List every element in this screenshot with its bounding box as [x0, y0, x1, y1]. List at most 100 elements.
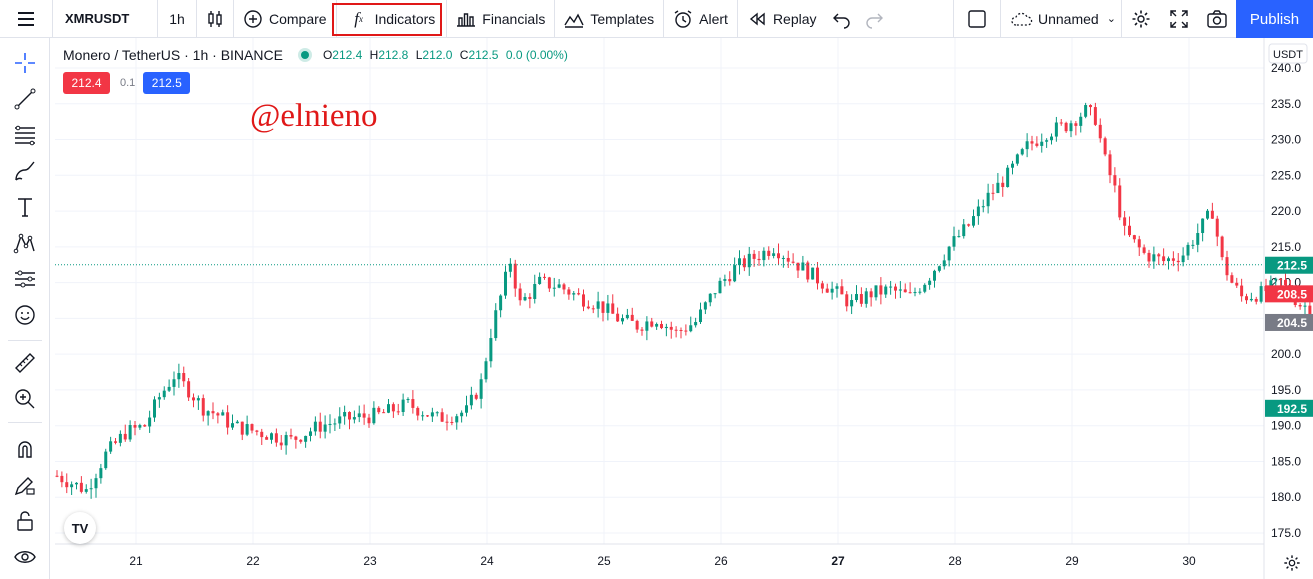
- candle-body: [235, 421, 239, 424]
- price-axis-badge: [1265, 256, 1313, 274]
- candle-body: [1308, 305, 1312, 316]
- candle-body: [479, 379, 483, 399]
- time-tick-label: 27: [831, 554, 845, 568]
- candle-body: [187, 381, 191, 398]
- candle-body: [582, 294, 585, 307]
- redo-button[interactable]: [858, 0, 890, 38]
- chart-pane[interactable]: 240.0235.0230.0225.0220.0215.0210.0205.0…: [55, 38, 1313, 579]
- price-tick-label: 200.0: [1271, 347, 1301, 361]
- ohlc-change: 0.0 (0.00%): [505, 48, 568, 62]
- candle-body: [733, 265, 737, 282]
- candle-body: [660, 323, 663, 329]
- measure-tool[interactable]: [10, 348, 40, 378]
- chart-type-button[interactable]: [197, 0, 233, 38]
- time-tick-label: 25: [597, 554, 611, 568]
- candle-body: [109, 441, 113, 452]
- candle-body: [606, 303, 610, 313]
- candle-body: [94, 478, 98, 489]
- hide-drawings-tool[interactable]: [10, 542, 40, 572]
- candle-body: [274, 433, 278, 443]
- candle-body: [1284, 279, 1287, 286]
- magnet-icon: [18, 441, 32, 458]
- candle-body: [1191, 244, 1195, 246]
- candle-body: [1015, 154, 1019, 164]
- candle-body: [65, 482, 69, 488]
- pattern-tool[interactable]: [10, 228, 40, 258]
- candle-body: [352, 417, 356, 420]
- candle-body: [1132, 235, 1136, 240]
- candle-body: [421, 415, 425, 417]
- interval-button[interactable]: 1h: [169, 10, 185, 27]
- candle-body: [1206, 210, 1209, 219]
- snapshot-button[interactable]: [1198, 0, 1236, 38]
- candle-body: [616, 313, 620, 322]
- settings-button[interactable]: [1122, 0, 1160, 38]
- text-tool[interactable]: [10, 192, 40, 222]
- financials-button[interactable]: Financials: [447, 0, 554, 38]
- templates-label: Templates: [590, 10, 655, 27]
- candle-body: [801, 262, 805, 271]
- candle-body: [1225, 257, 1229, 276]
- buy-button[interactable]: 212.5: [143, 72, 191, 94]
- templates-icon: [564, 9, 584, 29]
- templates-button[interactable]: Templates: [555, 0, 663, 38]
- sell-button[interactable]: 212.4: [63, 72, 110, 94]
- time-tick-label: 29: [1065, 554, 1079, 568]
- crosshair-tool[interactable]: [10, 48, 40, 78]
- undo-button[interactable]: [826, 0, 858, 38]
- price-chart[interactable]: 240.0235.0230.0225.0220.0215.0210.0205.0…: [55, 38, 1313, 579]
- ohlc-close-label: C: [459, 48, 469, 62]
- layout-button[interactable]: [954, 0, 1000, 38]
- candle-body: [1050, 136, 1053, 141]
- ohlc-high-label: H: [369, 48, 379, 62]
- lock-all-tool[interactable]: [10, 506, 40, 536]
- candle-body: [884, 286, 888, 295]
- candle-body: [903, 289, 907, 293]
- lock-drawing-tool[interactable]: [10, 470, 40, 500]
- candle-body: [547, 277, 551, 289]
- candle-body: [630, 314, 634, 321]
- candle-body: [757, 258, 761, 261]
- fullscreen-button[interactable]: [1160, 0, 1198, 38]
- brush-tool[interactable]: [10, 156, 40, 186]
- tradingview-logo[interactable]: TV: [64, 512, 96, 544]
- trendline-tool[interactable]: [10, 84, 40, 114]
- magnet-tool[interactable]: [10, 434, 40, 464]
- candle-body: [781, 257, 785, 259]
- candle-body: [679, 329, 683, 331]
- price-axis-badge: [1265, 313, 1313, 331]
- menu-button[interactable]: [0, 0, 52, 38]
- candle-body: [192, 397, 195, 401]
- candle-body: [621, 318, 624, 322]
- forecast-tool[interactable]: [10, 264, 40, 294]
- icons-tool[interactable]: [10, 300, 40, 330]
- candle-body: [752, 253, 756, 259]
- compare-button[interactable]: Compare: [234, 0, 336, 38]
- lock-icon: [17, 511, 33, 531]
- candle-body: [143, 425, 147, 427]
- candle-body: [1113, 175, 1117, 186]
- indicators-label: Indicators: [374, 10, 436, 27]
- candle-body: [343, 412, 347, 417]
- candle-body: [245, 424, 249, 435]
- candle-body: [357, 413, 361, 418]
- candle-body: [601, 301, 605, 313]
- candle-body: [762, 250, 766, 261]
- candle-body: [591, 308, 595, 310]
- symbol-search-button[interactable]: XMRUSDT: [65, 11, 130, 26]
- layout-name-button[interactable]: Unnamed ⌄: [1001, 0, 1121, 38]
- candle-body: [75, 482, 78, 485]
- scale-settings-button[interactable]: [1281, 552, 1303, 574]
- candle-body: [484, 361, 488, 380]
- candle-body: [201, 398, 205, 416]
- ohlc-values: O212.4 H212.8 L212.0 C212.5 0.0 (0.00%): [323, 48, 572, 62]
- zoom-tool[interactable]: [10, 384, 40, 414]
- candle-body: [718, 280, 722, 294]
- fib-tool[interactable]: [10, 120, 40, 150]
- replay-button[interactable]: Replay: [738, 0, 826, 38]
- alert-button[interactable]: Alert: [664, 0, 737, 38]
- publish-button[interactable]: Publish: [1236, 0, 1313, 38]
- candle-body: [1235, 282, 1239, 286]
- candle-body: [767, 250, 771, 256]
